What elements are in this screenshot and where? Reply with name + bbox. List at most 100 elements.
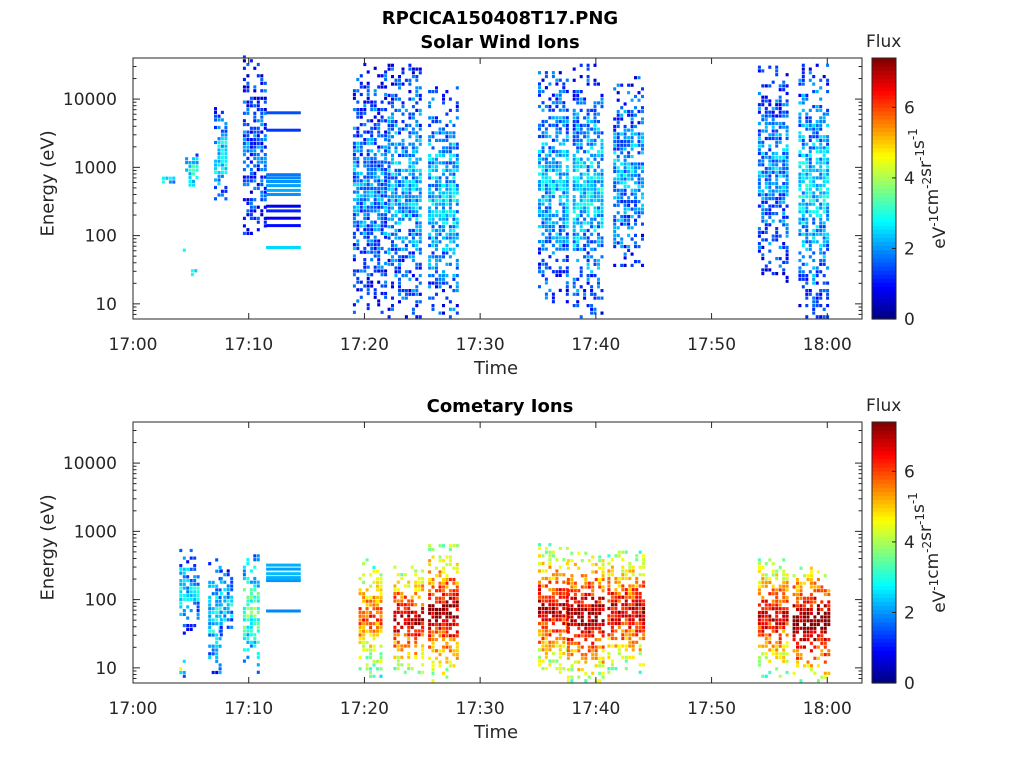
panel-2-pixel [580, 668, 584, 672]
panel-1-pixel [214, 125, 217, 130]
panel-1-pixel [620, 177, 624, 181]
panel-1-pixel [428, 90, 432, 94]
panel-1-pixel [411, 206, 415, 210]
panel-2-pixel [445, 619, 449, 623]
panel-1-pixel [576, 221, 580, 225]
panel-1-pixel [822, 180, 826, 184]
panel-1-pixel [565, 172, 569, 176]
panel-1-pixel [253, 209, 257, 213]
panel-2-pixel [407, 603, 411, 607]
panel-1-pixel [562, 123, 566, 127]
panel-1-pixel [785, 174, 789, 178]
panel-1-pixel [771, 110, 775, 114]
panel-1-pixel [548, 183, 552, 187]
panel-2-pixel [372, 644, 376, 648]
panel-1-pixel [391, 187, 394, 191]
panel-2-pixel [448, 592, 452, 597]
panel-2-pixel [393, 644, 397, 648]
panel-1-pixel [579, 202, 583, 206]
panel-1-pixel [808, 180, 812, 184]
panel-1-pixel [263, 81, 267, 85]
panel-1-pixel [555, 138, 559, 142]
panel-2-pixel [407, 606, 411, 611]
panel-1-pixel [363, 186, 367, 190]
panel-1-pixel [373, 175, 377, 179]
panel-1-pixel [768, 136, 772, 141]
panel-2-pixel [782, 558, 786, 562]
panel-2-pixel [768, 618, 772, 622]
panel-1-pixel [801, 176, 805, 180]
panel-2-pixel [421, 633, 425, 637]
panel-2-pixel [631, 640, 635, 644]
panel-1-pixel [249, 149, 253, 153]
panel-1-pixel [391, 195, 394, 199]
panel-1-pixel [428, 176, 432, 180]
panel-1-pixel [616, 177, 620, 181]
panel-1-pixel [435, 120, 438, 124]
panel-1-pixel [249, 198, 253, 202]
panel-1-pixel [764, 114, 768, 118]
panel-1-pixel [418, 127, 422, 131]
panel-1-pixel [172, 180, 176, 184]
panel-1-pixel [764, 170, 768, 174]
panel-1-pixel [380, 100, 384, 104]
panel-1-pixel [548, 202, 552, 206]
panel-1-pixel [641, 166, 644, 170]
panel-2-pixel [614, 588, 618, 592]
panel-2-pixel [538, 640, 541, 644]
panel-1-pixel [256, 119, 260, 123]
panel-2-pixel [544, 614, 548, 618]
panel-1-pixel [630, 128, 634, 132]
panel-1-pixel [616, 136, 620, 140]
panel-1-pixel [597, 281, 600, 285]
panel-2-pixel [764, 573, 768, 577]
panel-1-pixel [785, 91, 789, 96]
panel-2-pixel [823, 604, 827, 608]
panel-1-pixel [445, 168, 449, 172]
panel-1-pixel [641, 94, 644, 99]
panel-1-pixel [583, 131, 587, 135]
panel-1-pixel [541, 108, 545, 112]
panel-1-pixel [438, 176, 442, 180]
panel-1-pixel [391, 258, 394, 263]
panel-2-pixel [455, 581, 459, 585]
panel-1-pixel [246, 100, 250, 104]
panel-2-pixel [544, 584, 548, 588]
panel-1-pixel [541, 262, 545, 266]
panel-1-pixel [263, 168, 267, 172]
panel-2-pixel [379, 592, 383, 596]
panel-1-pixel [394, 146, 398, 150]
panel-1-pixel [442, 183, 445, 188]
panel-1-pixel [634, 166, 637, 170]
panel-1-pixel [600, 221, 604, 225]
panel-2-pixel [365, 648, 369, 652]
panel-2-pixel [396, 633, 400, 637]
panel-2-pixel [580, 596, 584, 600]
panel-1-pixel [812, 232, 816, 236]
panel-1-pixel [398, 236, 401, 240]
panel-2-pixel [792, 592, 796, 597]
panel-2-pixel [365, 618, 369, 622]
panel-2-pixel [448, 634, 452, 638]
panel-1-pixel [815, 127, 819, 131]
panel-2-pixel [631, 603, 635, 607]
panel-2-pixel [372, 659, 376, 663]
panel-1-pixel [249, 130, 253, 134]
panel-2-pixel [544, 625, 548, 629]
panel-2-pixel [555, 614, 559, 618]
panel-2-pixel [445, 630, 449, 634]
panel-1-pixel [366, 141, 370, 145]
panel-2-pixel [435, 589, 438, 593]
panel-2-pixel [186, 594, 190, 598]
panel-2-pixel [410, 565, 414, 569]
panel-2-pixel [617, 621, 621, 626]
panel-1-pixel [586, 304, 590, 308]
panel-1-pixel [778, 155, 782, 159]
panel-1-pixel [801, 217, 805, 221]
panel-1-pixel [366, 70, 370, 74]
panel-1-pixel [808, 123, 812, 127]
panel-1-pixel [359, 149, 363, 153]
panel-1-pixel [590, 191, 594, 195]
panel-2-pixel [438, 615, 442, 619]
panel-1-pixel [544, 236, 548, 240]
